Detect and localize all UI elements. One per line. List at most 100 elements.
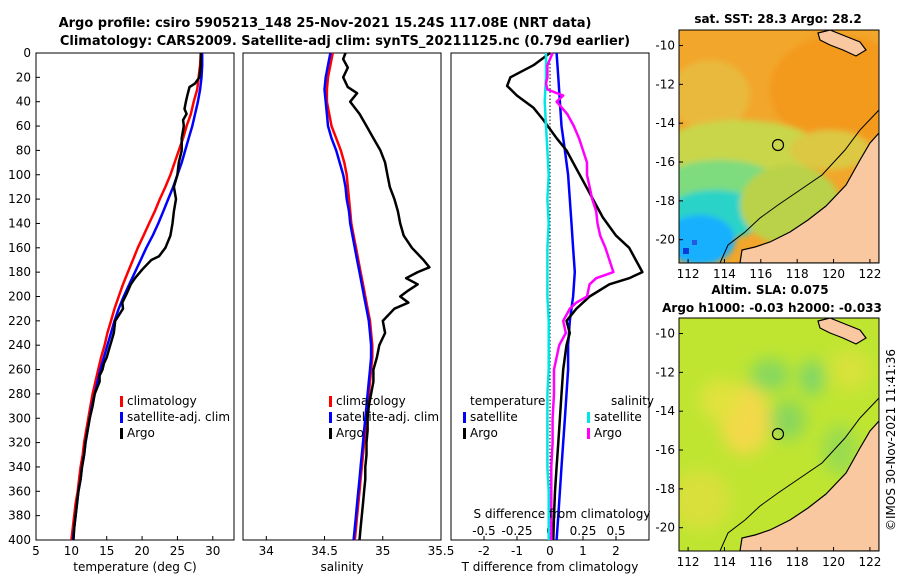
lat-tick-label: -14 [655,116,675,130]
legend-label-temperature-argo: Argo [470,426,498,440]
sla-field [679,350,870,530]
x-tick-label: 0 [546,544,554,558]
salinity-legend: climatology satellite-adj. clim Argo [329,394,439,440]
y-tick-label: 120 [8,192,31,206]
sst-dark-pixel [692,240,697,245]
t-difference-xlabel: T difference from climatology [461,560,639,574]
s-difference-x-axis: -0.5 -0.25 0 0.25 0.5 [472,524,626,540]
lon-tick-label: 114 [713,555,736,569]
argo-position-marker [771,138,785,152]
x-tick-label: 35 [375,544,390,558]
y-tick-label: 20 [16,70,31,84]
lon-tick-label: 120 [822,267,845,281]
temperature-x-axis: 5 10 15 20 25 30 [32,536,220,558]
temperature-series [70,52,204,541]
x-tick-label: -1 [511,544,523,558]
bathymetry-contour [719,109,879,263]
series-line-climatology [70,52,203,541]
legend-swatch-salinity-argo [587,428,590,439]
lon-tick-label: 118 [786,267,809,281]
sst-map-title: sat. SST: 28.3 Argo: 28.2 [694,12,861,26]
difference-panel: -2 -1 0 1 2 -0.5 -0.25 0 0.25 0.5 T difference f… [450,51,654,574]
y-tick-label: 40 [16,95,31,109]
y-tick-label: 320 [8,436,31,450]
legend-title-temperature: temperature [470,394,545,408]
sla-map-title-line1: Altim. SLA: 0.075 [711,283,828,297]
x-tick-label: -0.25 [501,524,532,538]
lat-tick-label: -12 [655,77,675,91]
s-difference-xlabel: S difference from climatology [474,507,651,521]
legend-label-argo: Argo [336,426,364,440]
sla-map-title-line2: Argo h1000: -0.03 h2000: -0.033 [662,301,882,315]
x-tick-label: 0.25 [570,524,597,538]
x-tick-label: 20 [134,544,149,558]
legend-label-salinity-satellite: satellite [594,410,642,424]
sst-map-axes: 112 114 116 118 120 122 -10 -12 -14 -16 -18 -20 [655,39,881,281]
series-line-argo [341,52,431,541]
x-tick-label: 34 [259,544,274,558]
difference-legend: temperature salinity satellite Argo sate… [463,394,654,440]
lon-tick-label: 118 [786,555,809,569]
y-tick-label: 240 [8,338,31,352]
argo-position-marker [771,427,785,441]
legend-label-satellite: satellite-adj. clim [127,410,230,424]
lon-tick-label: 112 [677,555,700,569]
coastline-land [739,420,879,551]
lat-tick-label: -12 [655,365,675,379]
y-tick-label: 200 [8,290,31,304]
sst-map-frame [678,29,880,264]
y-tick-label: 140 [8,216,31,230]
legend-label-satellite: satellite-adj. clim [336,410,439,424]
temperature-panel: 0 20 40 60 80 100 120 140 160 180 200 220 240 260 280 3… [8,46,235,574]
lat-tick-label: -10 [655,39,675,53]
y-tick-label: 160 [8,241,31,255]
temperature-xlabel: temperature (deg C) [73,560,196,574]
y-tick-label: 0 [23,46,31,60]
legend-swatch-satellite [329,412,332,423]
lon-tick-label: 112 [677,267,700,281]
x-tick-label: 35.5 [428,544,455,558]
legend-swatch-salinity-satellite [587,412,590,423]
x-tick-label: 30 [205,544,220,558]
legend-swatch-argo [329,428,332,439]
x-tick-label: 0.5 [606,524,625,538]
x-tick-label: 0 [546,524,554,538]
y-tick-label: 380 [8,509,31,523]
figure-title-line1: Argo profile: csiro 5905213_148 25-Nov-2… [59,16,592,31]
legend-label-temperature-satellite: satellite [470,410,518,424]
series-line-temperature-argo [505,51,644,541]
x-tick-label: 1 [579,544,587,558]
series-line-salinity-argo [544,52,615,540]
temperature-legend: climatology satellite-adj. clim Argo [120,394,230,440]
lat-tick-label: -16 [655,443,675,457]
salinity-series [323,52,431,541]
legend-label-argo: Argo [127,426,155,440]
legend-label-climatology: climatology [127,394,197,408]
sla-map-frame [678,317,880,552]
y-tick-label: 220 [8,314,31,328]
island-land [817,318,867,345]
lat-tick-label: -20 [655,233,675,247]
lon-tick-label: 116 [749,555,772,569]
series-line-salinity-satellite [543,53,550,540]
sst-dark-pixel [683,248,689,254]
sst-map-panel: sat. SST: 28.3 Argo: 28.2 112 114 116 118 12… [655,12,881,281]
sla-map-panel: Altim. SLA: 0.075 Argo h1000: -0.03 h200… [655,283,881,569]
salinity-plot-frame [242,52,442,541]
y-tick-label: 360 [8,484,31,498]
series-line-argo [72,53,203,541]
legend-swatch-satellite [120,412,123,423]
bathymetry-contour [719,397,879,551]
y-tick-label: 260 [8,363,31,377]
depth-axis: 0 20 40 60 80 100 120 140 160 180 200 220 240 260 280 3… [8,46,40,547]
legend-title-salinity: salinity [611,394,654,408]
x-tick-label: 25 [170,544,185,558]
x-tick-label: 34.5 [311,544,338,558]
x-tick-label: 5 [32,544,40,558]
difference-series [505,51,644,541]
island-land [817,30,867,57]
lon-tick-label: 116 [749,267,772,281]
salinity-xlabel: salinity [320,560,363,574]
y-tick-label: 80 [16,143,31,157]
